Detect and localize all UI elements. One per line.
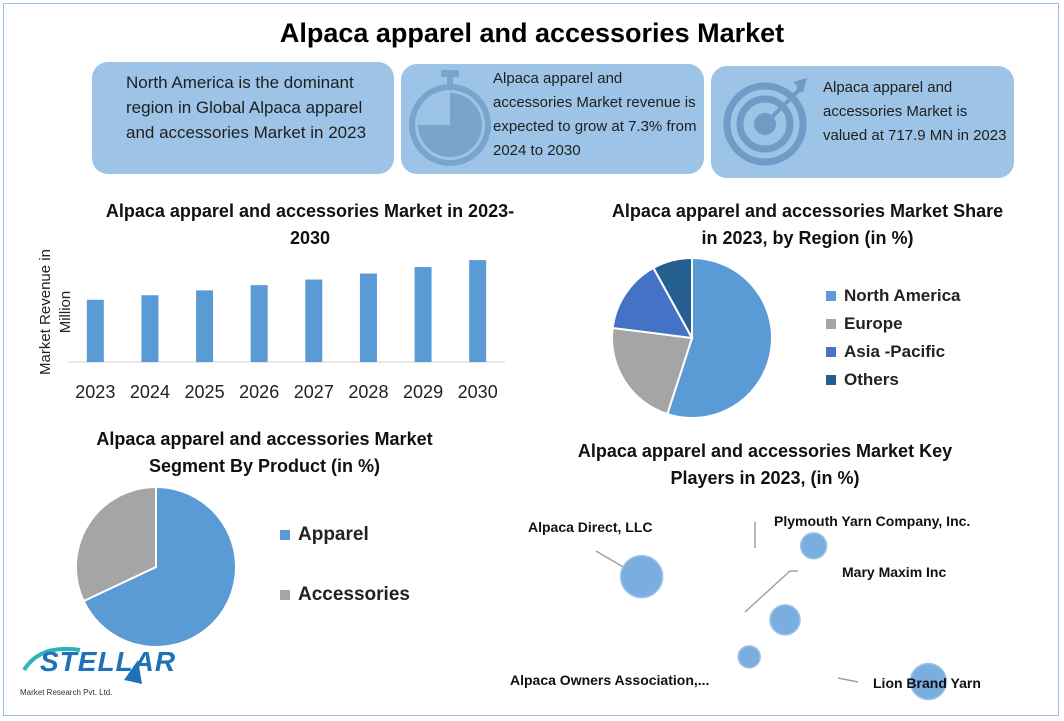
bubble [737, 645, 761, 669]
legend-label: North America [844, 286, 961, 305]
legend-item: Accessories [280, 565, 410, 625]
logo-swoosh-icon [22, 646, 142, 684]
bar-tick-label: 2029 [403, 382, 443, 402]
legend-swatch [826, 375, 836, 385]
region-pie-slice [666, 256, 773, 419]
bubble [769, 604, 801, 636]
bar-tick-label: 2023 [75, 382, 115, 402]
bar [86, 299, 104, 362]
bar [469, 260, 487, 362]
bar-tick-label: 2026 [239, 382, 279, 402]
legend-swatch [280, 530, 290, 540]
legend-item: Others [826, 366, 961, 394]
stellar-logo: STELLAR Market Research Pvt. Ltd. [20, 640, 175, 700]
bar-chart-title: Alpaca apparel and accessories Market in… [105, 201, 515, 248]
bubble-label: Lion Brand Yarn [873, 675, 981, 691]
legend-swatch [280, 590, 290, 600]
legend-swatch [826, 319, 836, 329]
legend-label: Accessories [298, 584, 410, 605]
region-pie-slice [611, 326, 694, 416]
legend-label: Asia -Pacific [844, 342, 946, 361]
bar-tick-label: 2025 [185, 382, 225, 402]
logo-subtitle: Market Research Pvt. Ltd. [20, 688, 113, 697]
legend-label: Apparel [298, 524, 369, 545]
bar [250, 285, 268, 362]
info-card-region: North America is the dominant region in … [92, 62, 394, 174]
target-icon [723, 78, 807, 166]
legend-label: Europe [844, 314, 903, 333]
region-pie-slice [652, 256, 693, 339]
legend-swatch [826, 291, 836, 301]
info-card-growth-text: Alpaca apparel and accessories Market re… [493, 70, 697, 159]
legend-item: Europe [826, 310, 961, 338]
info-card-value-text: Alpaca apparel and accessories Market is… [823, 79, 1007, 144]
bubble [799, 532, 828, 560]
product-pie-slice [82, 485, 237, 648]
region-legend: North America Europe Asia -Pacific Others [826, 282, 961, 394]
bar-tick-label: 2027 [294, 382, 334, 402]
bar [305, 279, 323, 362]
legend-swatch [826, 347, 836, 357]
info-card-growth: Alpaca apparel and accessories Market re… [401, 64, 704, 174]
bubble-label: Mary Maxim Inc [842, 564, 946, 580]
legend-item: Apparel [280, 505, 410, 565]
legend-item: Asia -Pacific [826, 338, 961, 366]
bubble-label: Alpaca Direct, LLC [528, 519, 652, 535]
players-chart-title: Alpaca apparel and accessories Market Ke… [577, 441, 953, 488]
bubble-leader-line [744, 570, 798, 613]
info-card-value: Alpaca apparel and accessories Market is… [711, 66, 1014, 178]
bar [414, 267, 432, 362]
bar [141, 295, 159, 362]
bar-tick-label: 2028 [348, 382, 388, 402]
product-pie-title: Alpaca apparel and accessories Market Se… [96, 429, 433, 476]
bubble-label: Alpaca Owners Association,... [510, 672, 709, 688]
bar [359, 273, 377, 362]
legend-item: North America [826, 282, 961, 310]
bar-tick-label: 2024 [130, 382, 170, 402]
product-legend: Apparel Accessories [280, 505, 410, 625]
region-pie-slice [611, 266, 694, 340]
product-pie-slice [75, 485, 157, 603]
bubble [909, 662, 948, 701]
page-title: Alpaca apparel and accessories Market [279, 18, 785, 48]
legend-label: Others [844, 370, 899, 389]
logo-wordmark: STELLAR [40, 646, 177, 677]
stopwatch-icon [409, 70, 491, 166]
infographic-frame [3, 3, 1059, 716]
region-pie-title: Alpaca apparel and accessories Market Sh… [611, 201, 1004, 248]
bar-tick-label: 2030 [458, 382, 498, 402]
bubble-label: Plymouth Yarn Company, Inc. [774, 513, 970, 529]
bubble [619, 554, 664, 599]
bubble-leader-line [837, 677, 859, 683]
info-card-region-text: North America is the dominant region in … [126, 73, 367, 142]
bar [196, 290, 214, 362]
